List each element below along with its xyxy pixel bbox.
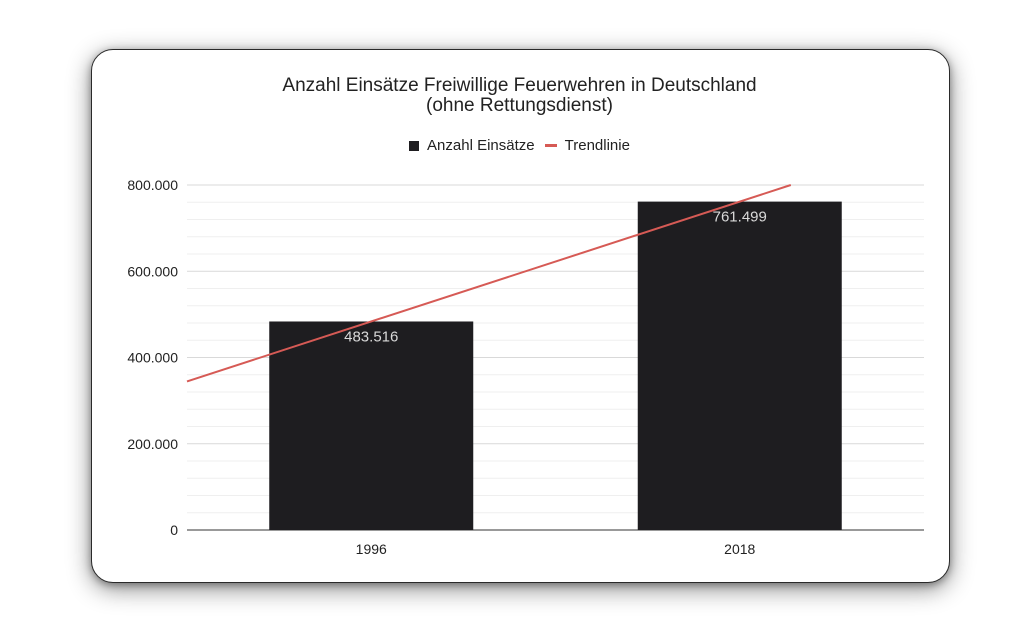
- y-tick-label: 600.000: [127, 263, 178, 279]
- y-tick-label: 200.000: [127, 436, 178, 452]
- bar-value-label: 483.516: [344, 328, 398, 345]
- y-tick-label: 0: [170, 522, 178, 538]
- trendline: [186, 184, 792, 383]
- chart-title: Anzahl Einsätze Freiwillige Feuerwehren …: [91, 76, 948, 116]
- bar: [637, 201, 842, 530]
- x-tick-label: 1996: [356, 541, 387, 557]
- legend-label-trendline: Trendlinie: [564, 137, 630, 154]
- y-tick-label: 400.000: [127, 350, 178, 366]
- legend-label-bars: Anzahl Einsätze: [427, 137, 535, 154]
- bar-value-label: 761.499: [713, 209, 767, 226]
- chart-title-line-1: Anzahl Einsätze Freiwillige Feuerwehren …: [282, 75, 757, 96]
- legend-item-trendlinie: Trendlinie: [544, 137, 630, 154]
- bar: [269, 321, 474, 530]
- y-tick-label: 800.000: [127, 177, 178, 193]
- chart-title-line-2: (ohne Rettungsdienst): [426, 95, 613, 116]
- legend-swatch-trendline: [544, 144, 557, 147]
- chart-legend: Anzahl Einsätze Trendlinie: [91, 137, 948, 154]
- legend-item-anzahl-einsaetze: Anzahl Einsätze: [409, 137, 535, 154]
- legend-swatch-bars: [409, 140, 420, 151]
- x-tick-label: 2018: [724, 541, 755, 557]
